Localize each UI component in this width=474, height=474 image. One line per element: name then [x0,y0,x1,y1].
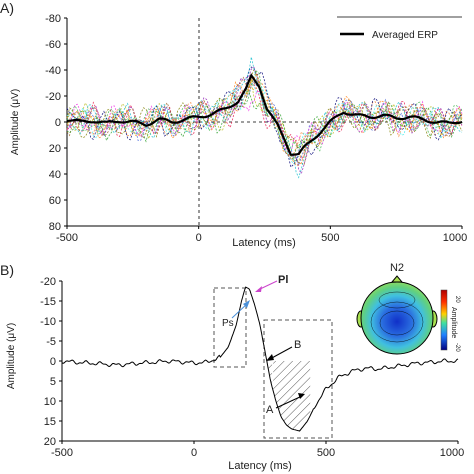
individual-trace [66,83,463,165]
annotation-pl: Pl [278,274,288,286]
individual-trace [66,81,463,167]
panel-a-label: A) [0,0,14,16]
region-box-peak [213,287,247,368]
panel-a-y-tick-label: 20 [49,143,61,155]
panel-b-y-tick-label: 5 [50,376,56,388]
head-nose [390,275,404,283]
annotation-a: A [266,404,274,416]
panel-b-y-tick-label: 20 [44,436,56,448]
arrow-pl-head [255,286,262,292]
arrow-b-head [266,354,274,361]
panel-b-y-tick-label: -10 [40,316,56,328]
panel-a-y-tick-label: 80 [49,221,61,233]
annotation-ps: Ps [222,318,234,329]
panel-a-y-axis-label: Amplitude (μV) [10,89,21,155]
arrow-ps-head [243,300,250,308]
averaged-erp-line [67,73,463,156]
inset-topomap: N2 20 -20 Amplitude [356,262,460,355]
arrow-b [269,346,293,360]
region-box-trough [263,319,333,439]
panel-b-x-tick-label: 500 [317,447,335,459]
panel-a-x-tick-label: 1000 [443,232,467,244]
panel-a-x-tick-label: 0 [196,232,202,244]
arrow-a-head [298,393,305,399]
panel-a-y-tick-label: 0 [55,117,61,129]
arrow-a [275,395,303,409]
colorbar-label: Amplitude [450,307,457,338]
panel-b-y-tick-label: -5 [46,336,56,348]
panel-b-label: B) [0,262,14,278]
panel-a-x-axis-label: Latency (ms) [232,237,296,249]
colorbar [440,289,448,351]
panel-a-x-tick-label: 500 [321,232,339,244]
panel-b-y-tick-label: 0 [50,356,56,368]
panel-b-y-tick-label: 10 [44,396,56,408]
panel-b-y-axis-label: Amplitude (μV) [6,323,17,389]
individual-trace [66,70,463,156]
colorbar-bottom-tick: -20 [454,343,460,352]
panel-a-y-tick-label: 60 [49,195,61,207]
colorbar-top-tick: 20 [454,296,460,303]
head-contour-3 [378,291,416,309]
individual-trace [66,66,463,168]
panel-b-y-tick-label: 15 [44,416,56,428]
grand-average-line [61,286,459,432]
panel-a-x-tick-label: -500 [56,232,78,244]
panel-a-y-tick-label: -80 [45,13,61,25]
panel-a-y-tick-label: -40 [45,65,61,77]
panel-a: A) -80 -60 -40 -20 0 20 40 60 80 -500 0 500 1000 Am… [0,0,467,249]
annotation-b: B [294,339,301,351]
panel-b-y-tick-label: -15 [40,296,56,308]
panel-b-x-tick-label: -500 [51,447,73,459]
panel-b-x-tick-label: 0 [191,447,197,459]
head-map [360,281,434,355]
legend-label: Averaged ERP [372,30,438,41]
head-contour-2 [379,310,415,336]
panel-b: B) -20 -15 -10 -5 0 5 10 15 20 -500 0 500 1000 Pl P… [0,262,464,472]
panel-b-y-tick-label: -20 [40,276,56,288]
panel-a-y-tick-label: -60 [45,39,61,51]
panel-b-x-tick-label: 1000 [440,447,464,459]
individual-trace [66,90,463,155]
panel-a-y-tick-label: 40 [49,169,61,181]
inset-title: N2 [390,262,404,274]
head-contour-1 [370,301,424,343]
panel-a-y-tick-label: -20 [45,91,61,103]
hatched-area-a [273,361,311,431]
individual-trace [66,76,463,166]
panel-a-legend: Averaged ERP [337,16,462,41]
panel-b-x-axis-label: Latency (ms) [228,460,292,472]
